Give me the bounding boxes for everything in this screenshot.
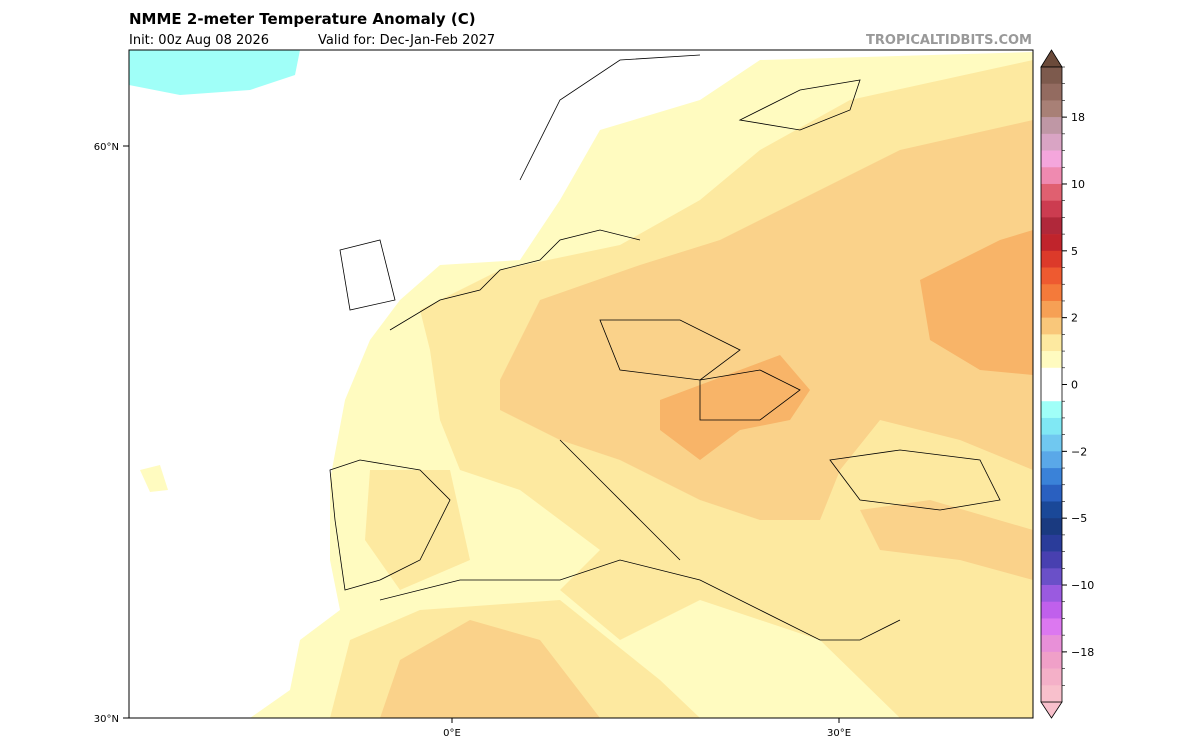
latitude-label: 60°N xyxy=(94,142,119,153)
colorbar-segment xyxy=(1041,451,1062,469)
colorbar-segment xyxy=(1041,401,1062,419)
colorbar-segment xyxy=(1041,685,1062,703)
colorbar-label: 18 xyxy=(1071,111,1085,124)
colorbar-segment xyxy=(1041,117,1062,135)
colorbar-segment xyxy=(1041,100,1062,118)
valid-time: Valid for: Dec-Jan-Feb 2027 xyxy=(318,33,495,48)
colorbar-segment xyxy=(1041,67,1062,85)
colorbar-segment xyxy=(1041,267,1062,285)
colorbar-segment xyxy=(1041,234,1062,252)
colorbar-segment xyxy=(1041,83,1062,101)
colorbar-segment xyxy=(1041,484,1062,502)
init-time: Init: 00z Aug 08 2026 xyxy=(129,33,269,48)
colorbar-segment xyxy=(1041,217,1062,235)
colorbar-segment xyxy=(1041,351,1062,369)
colorbar-segment xyxy=(1041,651,1062,669)
colorbar-segment xyxy=(1041,635,1062,653)
latitude-label: 30°N xyxy=(94,714,119,725)
colorbar-label: −18 xyxy=(1071,646,1094,659)
colorbar-segment xyxy=(1041,300,1062,318)
strong-warm-anomaly xyxy=(660,230,1033,460)
map-frame xyxy=(128,49,1034,719)
colorbar-segment xyxy=(1041,367,1062,385)
map xyxy=(128,49,1034,719)
colorbar-segment xyxy=(1041,133,1062,151)
colorbar-segment xyxy=(1041,668,1062,686)
colorbar-segment xyxy=(1041,200,1062,218)
colorbar-segment xyxy=(1041,534,1062,552)
colorbar-segment xyxy=(1041,568,1062,586)
colorbar-segment xyxy=(1041,284,1062,302)
colorbar-label: 10 xyxy=(1071,178,1085,191)
watermark: TROPICALTIDBITS.COM xyxy=(866,33,1032,48)
colorbar-segment xyxy=(1041,417,1062,435)
colorbar-segment xyxy=(1041,434,1062,452)
colorbar-segment xyxy=(1041,384,1062,402)
colorbar: 18 10 5 2 0 −2 −5 −10 −18 xyxy=(1040,49,1094,719)
colorbar-label: 2 xyxy=(1071,312,1078,325)
colorbar-label: −10 xyxy=(1071,579,1094,592)
colorbar-segment xyxy=(1041,501,1062,519)
ocean-no-anomaly xyxy=(129,50,1033,718)
colorbar-segment xyxy=(1041,585,1062,603)
colorbar-segment xyxy=(1041,551,1062,569)
colorbar-label: 5 xyxy=(1071,245,1078,258)
colorbar-segment xyxy=(1041,183,1062,201)
island-anomaly xyxy=(140,465,168,492)
colorbar-label: −5 xyxy=(1071,512,1087,525)
colorbar-segment xyxy=(1041,250,1062,268)
colorbar-segment xyxy=(1041,468,1062,486)
colorbar-segment xyxy=(1041,150,1062,168)
colorbar-under xyxy=(1040,701,1063,719)
colorbar-segment xyxy=(1041,601,1062,619)
coastlines xyxy=(329,54,1001,641)
colorbar-over xyxy=(1040,49,1063,68)
colorbar-label: −2 xyxy=(1071,445,1087,458)
colorbar-segment xyxy=(1041,334,1062,352)
colorbar-segment xyxy=(1041,317,1062,335)
cold-anomaly xyxy=(129,50,300,95)
title: NMME 2-meter Temperature Anomaly (C) xyxy=(129,10,476,28)
longitude-label: 30°E xyxy=(827,728,851,739)
colorbar-segment xyxy=(1041,518,1062,536)
colorbar-label: 0 xyxy=(1071,379,1078,392)
colorbar-segment xyxy=(1041,618,1062,636)
longitude-label: 0°E xyxy=(443,728,461,739)
colorbar-segment xyxy=(1041,167,1062,185)
